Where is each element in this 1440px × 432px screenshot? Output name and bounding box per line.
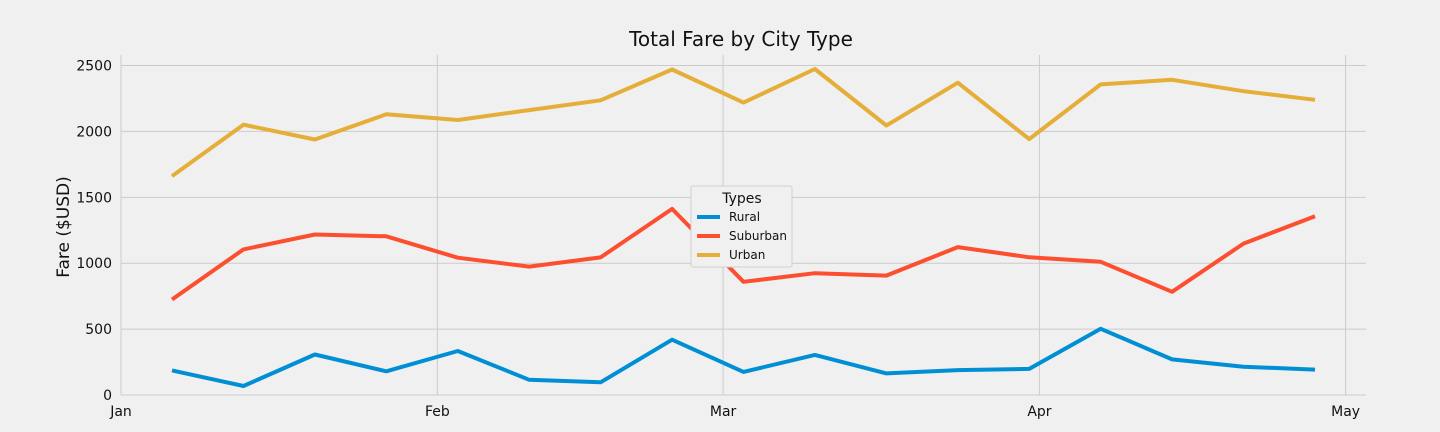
y-tick-label: 2500 bbox=[76, 59, 112, 75]
y-tick-labels: 0 500 1000 1500 2000 2500 bbox=[76, 59, 112, 404]
legend: Types Rural Suburban Urban bbox=[690, 185, 793, 268]
x-tick-label: Mar bbox=[710, 404, 737, 420]
x-tick-labels: Jan Feb Mar Apr May bbox=[109, 404, 1360, 420]
series-line-suburban bbox=[170, 206, 1316, 302]
axes bbox=[120, 55, 1366, 396]
legend-items: Rural Suburban Urban bbox=[697, 210, 787, 262]
y-tick-label: 0 bbox=[103, 388, 112, 404]
legend-title: Types bbox=[721, 191, 761, 207]
legend-label-rural: Rural bbox=[729, 210, 760, 224]
series-lines bbox=[170, 67, 1316, 388]
y-tick-label: 2000 bbox=[76, 124, 112, 140]
y-axis-title: Fare ($USD) bbox=[54, 176, 74, 278]
legend-label-suburban: Suburban bbox=[729, 229, 787, 243]
y-tick-label: 500 bbox=[85, 322, 112, 338]
series-line-rural bbox=[171, 326, 1316, 388]
x-tick-label: Jan bbox=[109, 404, 132, 420]
legend-label-urban: Urban bbox=[729, 248, 765, 262]
x-tick-label: May bbox=[1331, 404, 1360, 420]
y-tick-label: 1500 bbox=[76, 190, 112, 206]
y-tick-label: 1000 bbox=[76, 256, 112, 272]
x-tick-label: Apr bbox=[1027, 404, 1051, 420]
chart-title: Total Fare by City Type bbox=[628, 27, 853, 51]
series-line-urban bbox=[170, 67, 1316, 178]
x-tick-label: Feb bbox=[425, 404, 450, 420]
legend-box bbox=[690, 185, 793, 268]
